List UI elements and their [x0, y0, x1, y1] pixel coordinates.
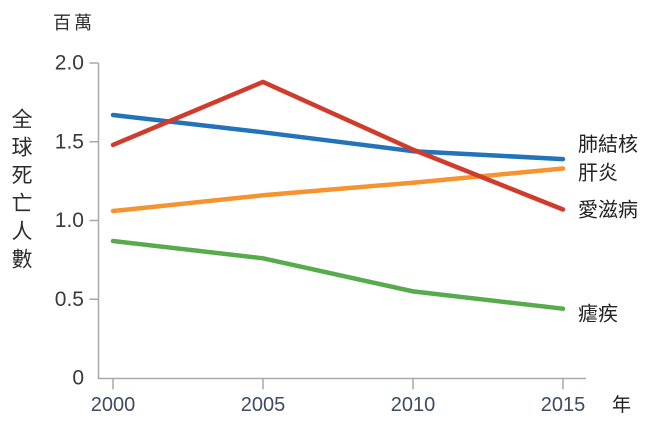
x-axis-tick-label: 2010 — [391, 394, 436, 416]
y-axis-tick-label: 0.5 — [55, 288, 84, 311]
x-axis-title: 年 — [612, 394, 631, 416]
series-line-1 — [110, 112, 566, 162]
y-axis-title: 全球死亡人數 — [9, 108, 32, 276]
series-label-1: 肺結核 — [578, 133, 638, 156]
x-axis-tick-label: 2005 — [241, 394, 286, 416]
y-axis-tick-label: 2.0 — [55, 52, 84, 75]
y-axis-tick-label: 0 — [72, 367, 84, 390]
y-axis-tick-label: 1.0 — [55, 209, 84, 232]
series-line-2 — [110, 166, 566, 214]
series-line-3 — [110, 79, 566, 212]
x-axis-tick-label: 2015 — [541, 394, 586, 416]
series-label-4: 瘧疾 — [578, 303, 618, 326]
x-axis-tick-label: 2000 — [91, 394, 136, 416]
series-label-2: 肝炎 — [578, 163, 618, 185]
series-line-4 — [110, 238, 566, 311]
series-label-3: 愛滋病 — [578, 198, 638, 221]
y-axis-unit-label: 百萬 — [53, 13, 95, 33]
y-axis-tick-label: 1.5 — [55, 130, 84, 153]
